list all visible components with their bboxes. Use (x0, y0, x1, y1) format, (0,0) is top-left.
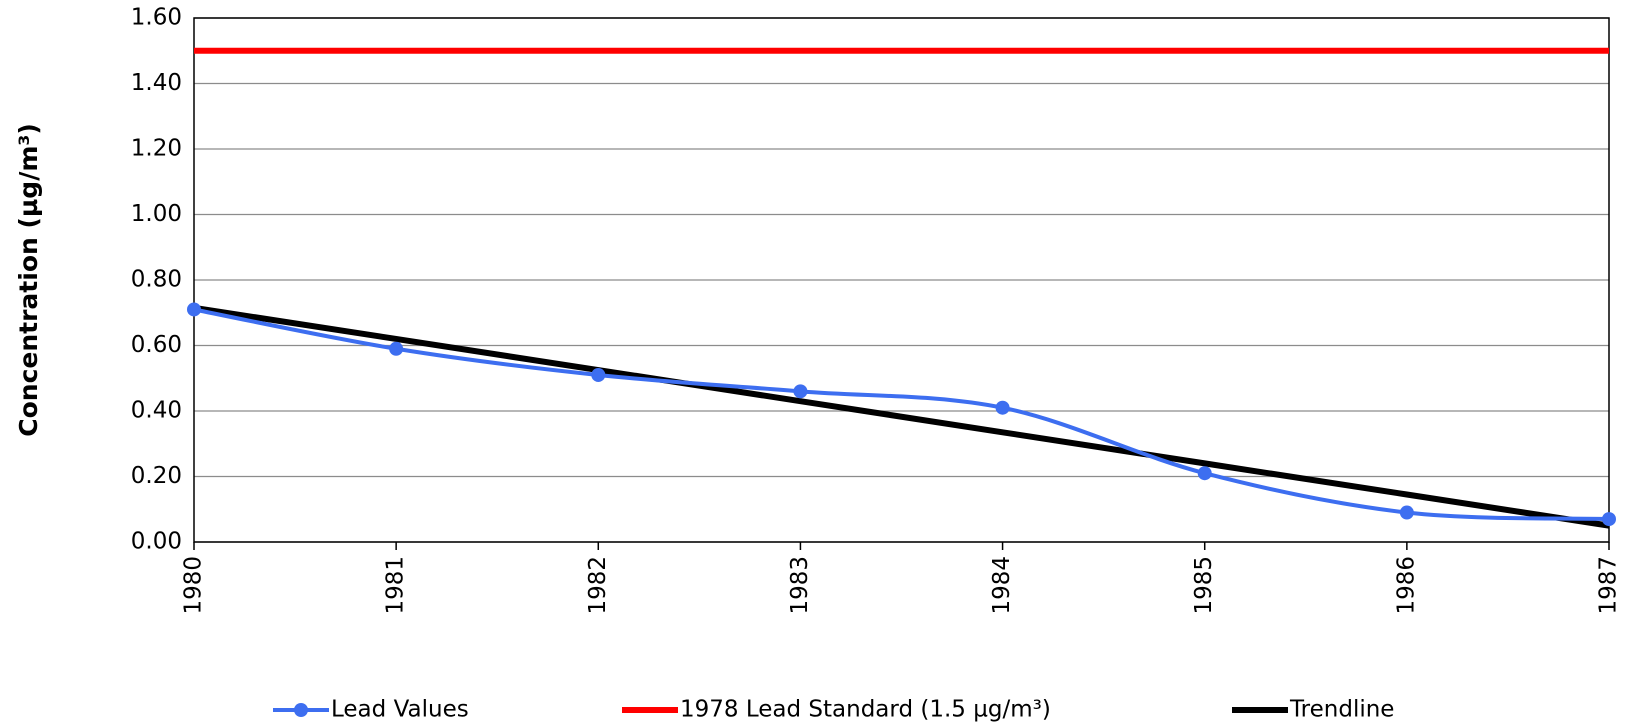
y-tick-label: 0.80 (131, 267, 182, 293)
x-tick-label: 1984 (989, 556, 1015, 615)
x-tick-label: 1982 (585, 556, 611, 615)
data-point (187, 302, 201, 317)
y-tick-label: 0.00 (131, 529, 182, 555)
data-point (1602, 512, 1616, 527)
legend-item: Lead Values (273, 697, 469, 723)
legend-label: Trendline (1289, 697, 1394, 723)
y-tick-label: 1.00 (131, 201, 182, 227)
x-tick-label: 1985 (1191, 556, 1217, 615)
legend-label: 1978 Lead Standard (1.5 µg/m³) (680, 697, 1051, 723)
legend-label: Lead Values (331, 697, 469, 723)
x-tick-label: 1981 (383, 556, 409, 615)
data-point (793, 384, 808, 399)
x-tick-label: 1983 (787, 556, 813, 615)
data-point (591, 367, 606, 382)
x-tick-label: 1980 (181, 556, 207, 615)
data-point (389, 341, 404, 356)
legend-item: Trendline (1232, 697, 1394, 723)
data-point (995, 400, 1010, 415)
legend-item: 1978 Lead Standard (1.5 µg/m³) (622, 697, 1051, 723)
y-tick-label: 0.60 (131, 332, 182, 358)
x-tick-label: 1987 (1596, 556, 1622, 615)
data-point (1197, 466, 1212, 481)
y-tick-label: 1.40 (131, 70, 182, 96)
y-axis-label: Concentration (µg/m³) (14, 123, 43, 437)
y-tick-label: 1.20 (131, 136, 182, 162)
y-tick-label: 1.60 (131, 5, 182, 31)
data-point (1399, 505, 1414, 520)
plot-border (193, 17, 1610, 543)
legend-marker (294, 703, 308, 717)
series-line (193, 307, 1610, 522)
y-tick-label: 0.40 (131, 398, 182, 424)
series-line (193, 304, 1610, 529)
x-tick-label: 1986 (1393, 556, 1419, 615)
y-tick-label: 0.20 (131, 463, 182, 489)
